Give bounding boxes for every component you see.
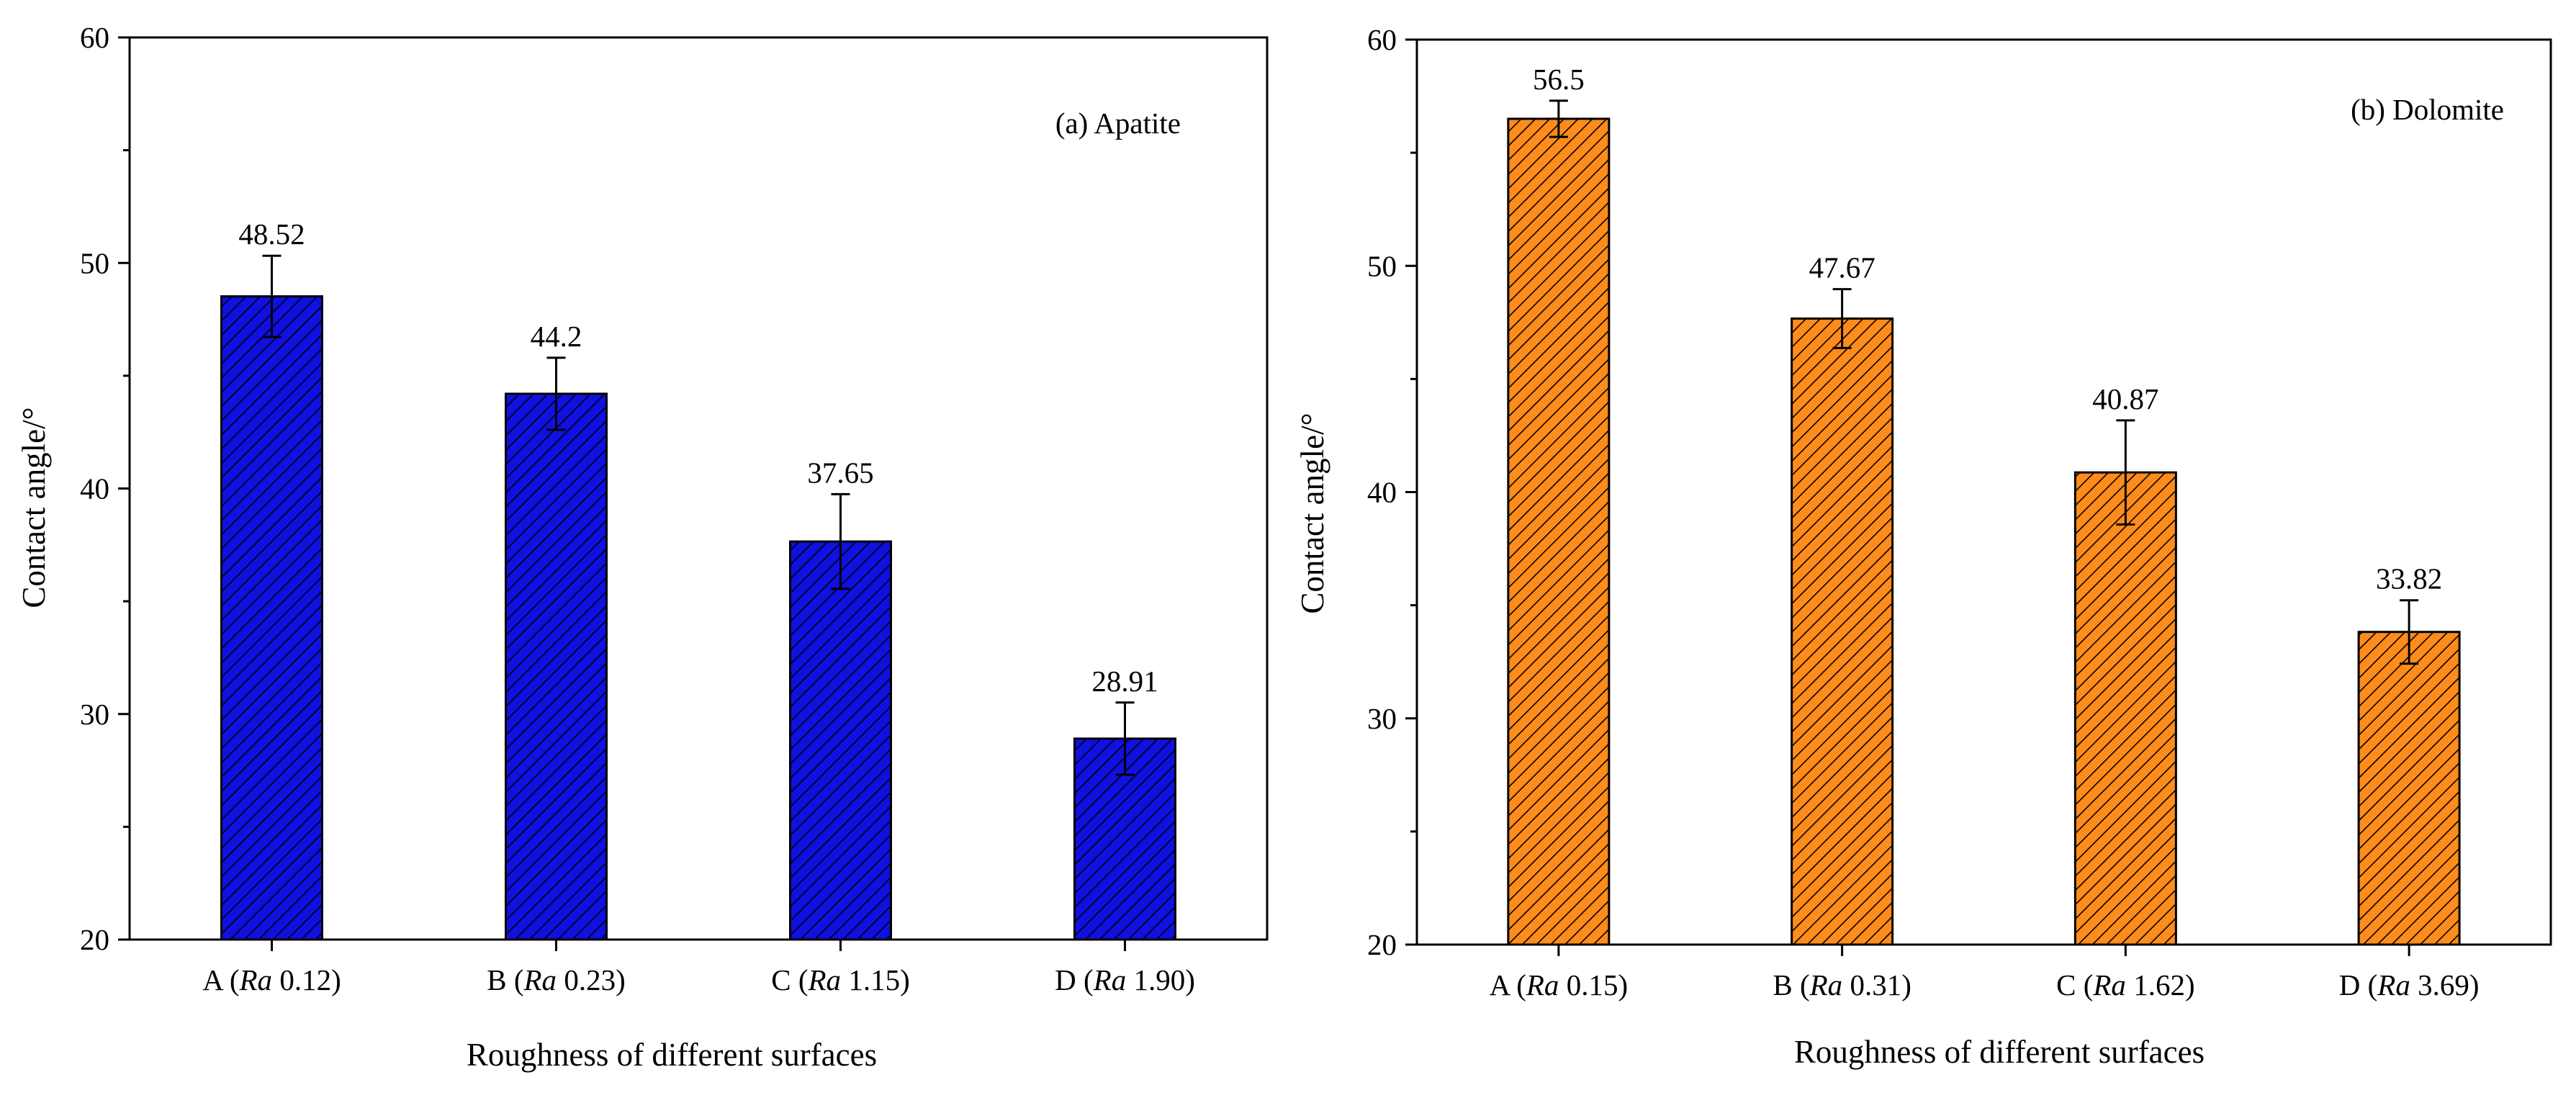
data-label: 40.87 (2092, 382, 2158, 415)
panel-title: (b) Dolomite (2351, 93, 2504, 126)
x-tick-label: B (Ra 0.31) (1773, 968, 1911, 1001)
x-tick-label: D (Ra 1.90) (1055, 963, 1195, 996)
y-tick-label: 30 (80, 698, 109, 731)
x-tick-label: C (Ra 1.15) (771, 963, 909, 996)
x-tick-label: B (Ra 0.23) (487, 963, 625, 996)
x-tick-label: A (Ra 0.15) (1490, 968, 1628, 1001)
y-tick-label: 40 (1367, 476, 1397, 509)
y-axis-title: Contact angle/° (16, 407, 52, 608)
error-bar (831, 492, 850, 590)
y-tick-label: 30 (1367, 702, 1397, 735)
data-label: 28.91 (1091, 665, 1158, 698)
panel-title: (a) Apatite (1055, 107, 1181, 140)
bar (2357, 631, 2461, 946)
y-tick-label: 60 (1367, 23, 1397, 56)
error-bar (2400, 599, 2419, 665)
bar (220, 295, 323, 941)
y-axis-title: Contact angle/° (1294, 413, 1330, 613)
x-tick-label: A (Ra 0.12) (202, 963, 341, 996)
y-tick-label: 60 (80, 21, 109, 54)
bar (789, 540, 892, 941)
x-tick-label: D (Ra 3.69) (2339, 968, 2480, 1001)
data-label: 48.52 (238, 217, 305, 251)
error-bar (1115, 701, 1135, 776)
y-tick-label: 40 (80, 472, 109, 505)
x-axis-title: Roughness of different surfaces (467, 1037, 877, 1073)
chart-panel-dolomite: 56.5 47.67 40.87 33.82 20 30 40 50 60 A (Ra 0.15… (1294, 23, 2552, 1070)
error-bar (1832, 288, 1852, 349)
x-tick-label: C (Ra 1.62) (2056, 968, 2194, 1001)
bar (1507, 117, 1611, 946)
y-tick-label: 20 (1367, 928, 1397, 961)
y-tick-label: 50 (1367, 249, 1397, 282)
y-tick-label: 20 (80, 923, 109, 956)
error-bar (546, 356, 566, 431)
error-bar (262, 254, 282, 338)
x-axis-title: Roughness of different surfaces (1794, 1034, 2205, 1070)
error-bar (1549, 99, 1568, 138)
data-label: 44.2 (531, 320, 582, 353)
chart-panel-apatite: 48.52 44.2 37.65 28.91 20 30 40 50 60 A (Ra 0.12… (16, 21, 1269, 1073)
bar (505, 392, 608, 941)
bar (1791, 317, 1894, 946)
bar (2073, 471, 2177, 946)
error-bar (2116, 419, 2135, 526)
data-label: 56.5 (1533, 63, 1585, 96)
data-label: 37.65 (807, 456, 873, 489)
data-label: 33.82 (2376, 562, 2442, 595)
y-tick-label: 50 (80, 246, 109, 279)
data-label: 47.67 (1809, 251, 1875, 284)
